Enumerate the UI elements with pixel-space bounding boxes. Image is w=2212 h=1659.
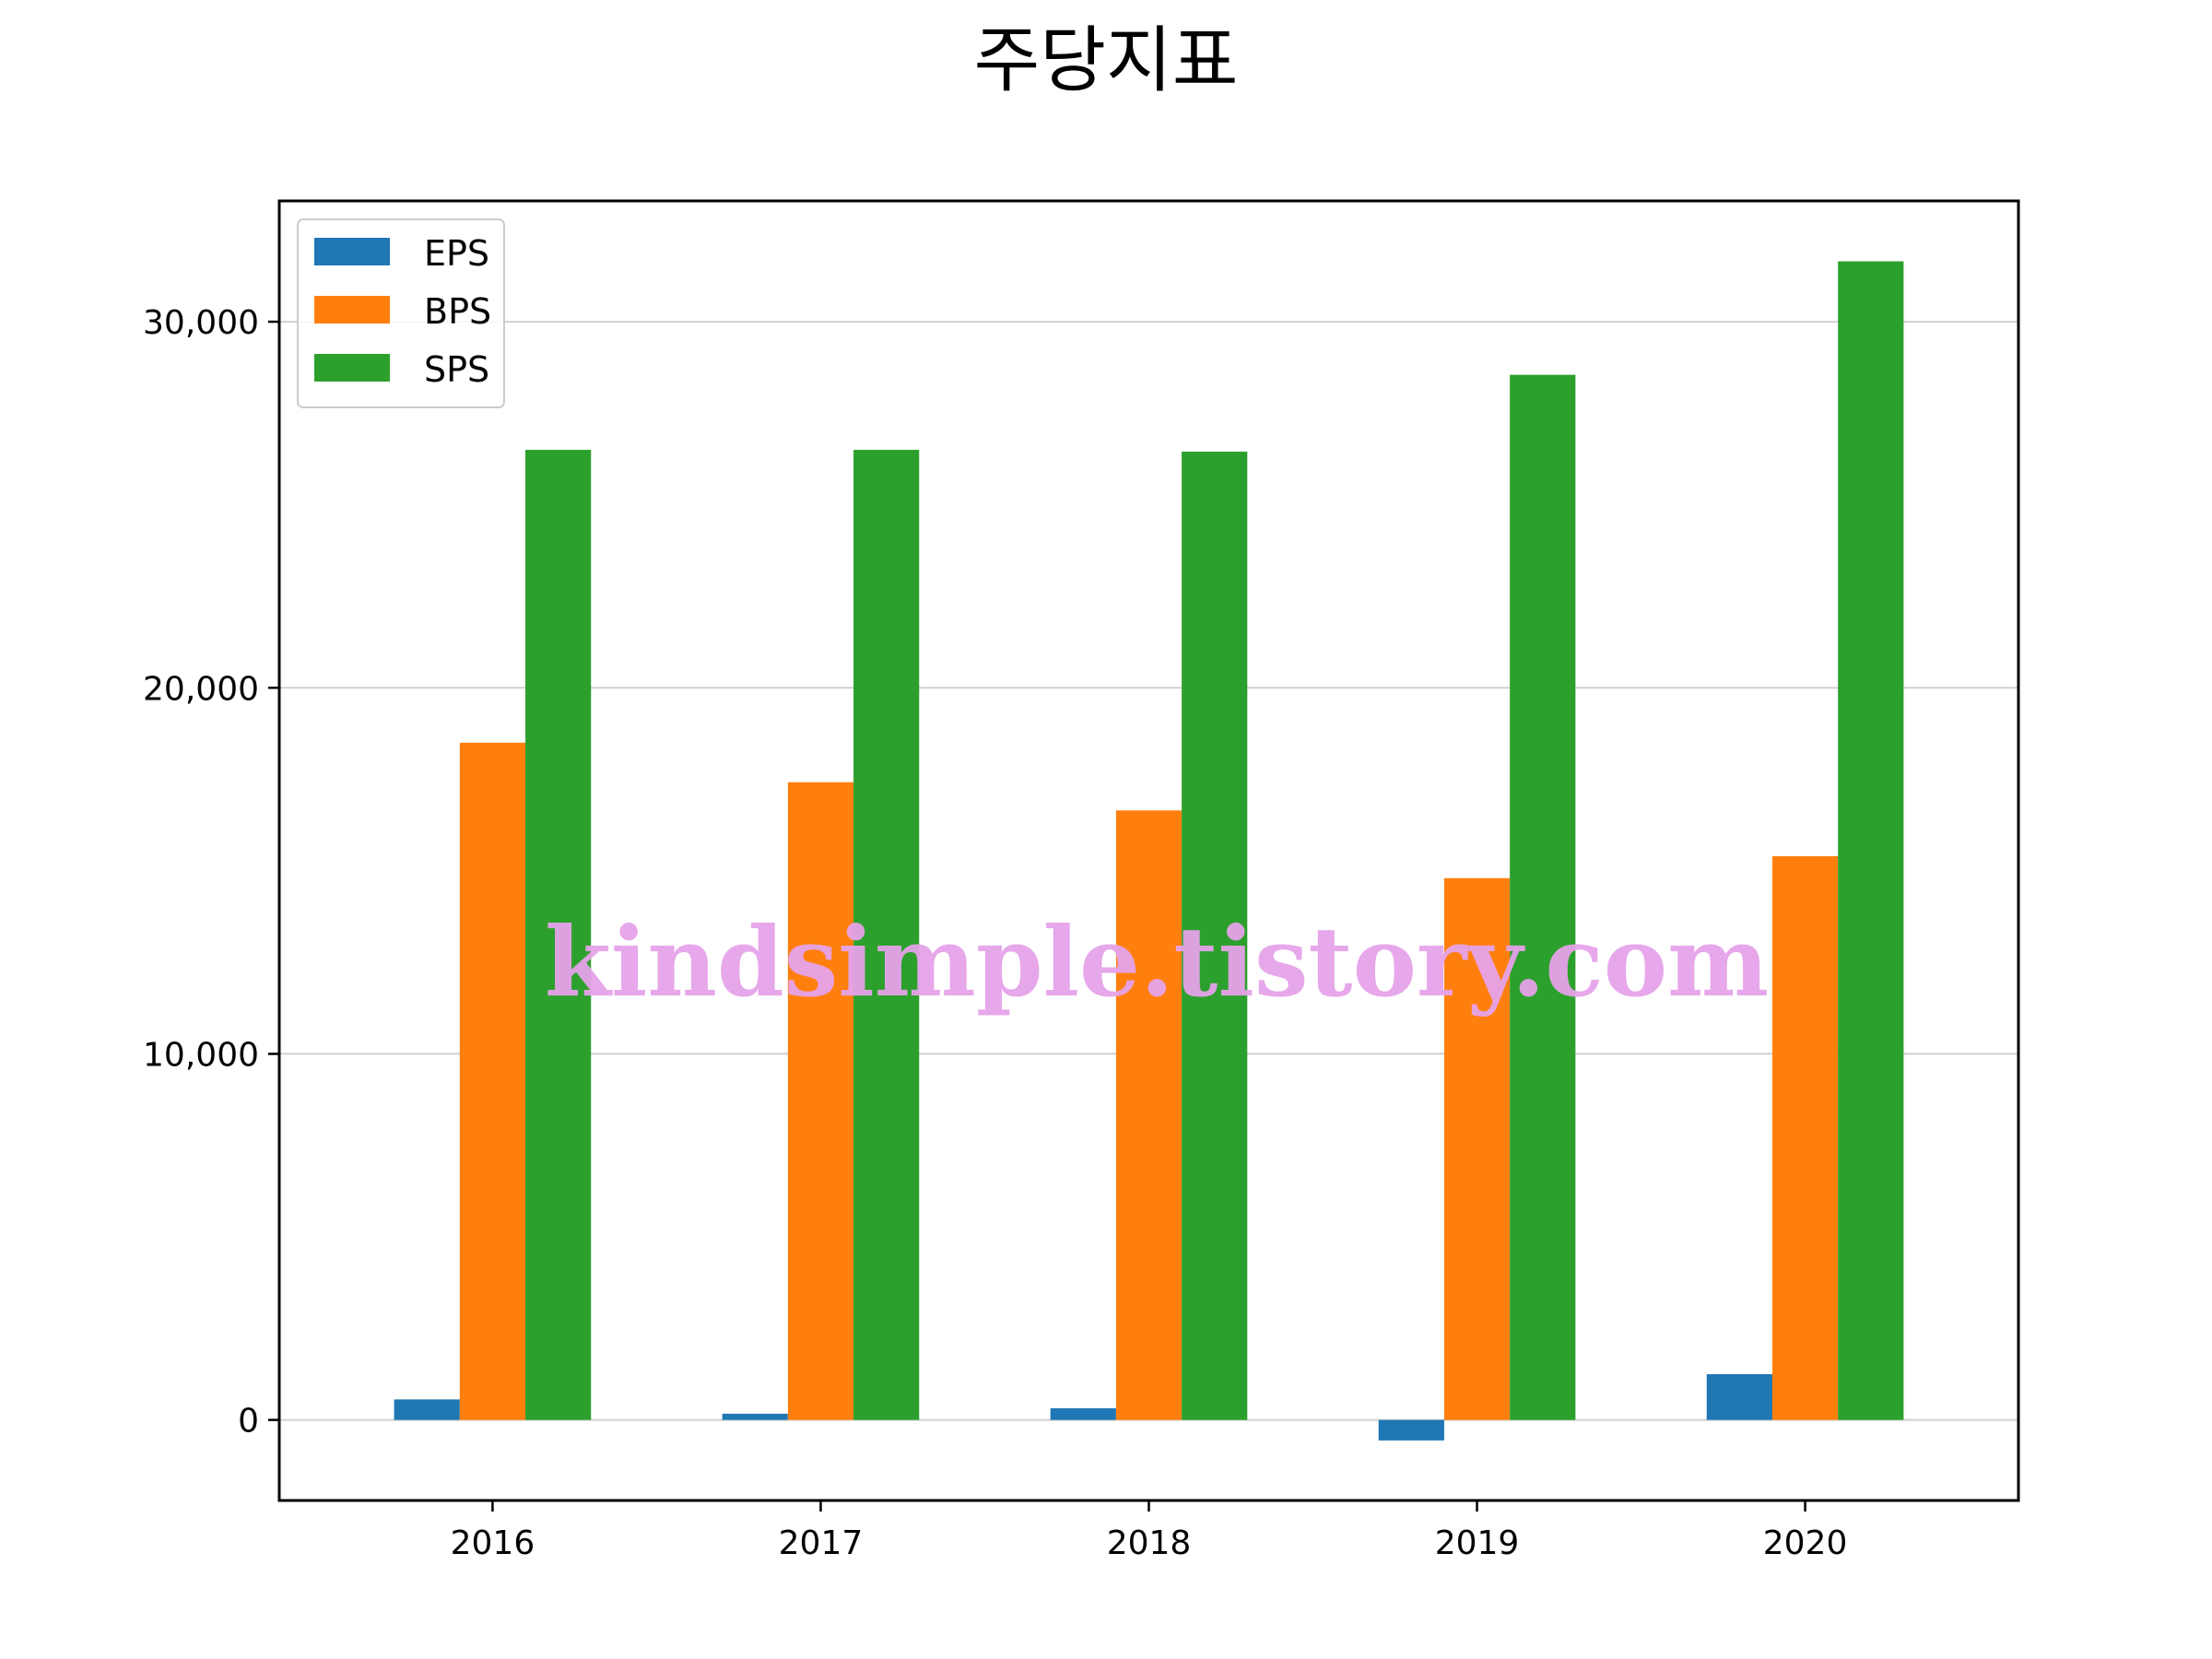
bar-eps-2019 [1378, 1419, 1444, 1441]
bar-eps-2020 [1706, 1373, 1772, 1420]
bar-eps-2016 [394, 1399, 460, 1420]
bar-sps-2017 [853, 450, 920, 1420]
x-tick-label: 2017 [779, 1524, 864, 1562]
y-axis: 0 10,000 20,000 30,000 [143, 304, 279, 1441]
x-tick-label: 2016 [451, 1524, 535, 1562]
y-tick-label: 0 [238, 1403, 259, 1441]
bar-sps-2019 [1510, 374, 1576, 1420]
x-tick-label: 2020 [1763, 1524, 1848, 1562]
bars [394, 261, 1904, 1441]
bar-bps-2020 [1771, 855, 1839, 1420]
bar-bps-2016 [459, 742, 526, 1420]
legend-swatch-bps [314, 296, 390, 324]
bar-sps-2016 [525, 450, 592, 1420]
bar-eps-2017 [722, 1413, 788, 1420]
bar-sps-2018 [1182, 452, 1248, 1420]
bar-bps-2018 [1115, 810, 1182, 1420]
bar-bps-2017 [787, 782, 854, 1420]
y-tick-label: 20,000 [143, 670, 259, 708]
bar-sps-2020 [1838, 261, 1904, 1420]
legend-label-bps: BPS [424, 291, 491, 332]
legend-label-sps: SPS [424, 349, 489, 390]
watermark-text: kindsimple.tistory.com [545, 905, 1769, 1018]
y-tick-label: 30,000 [143, 304, 259, 342]
x-tick-label: 2018 [1107, 1524, 1192, 1562]
chart-title: 주당지표 [973, 19, 1238, 102]
x-tick-label: 2019 [1435, 1524, 1520, 1562]
y-tick-label: 10,000 [143, 1036, 259, 1074]
bar-eps-2018 [1050, 1407, 1116, 1420]
x-axis: 2016 2017 2018 2019 2020 [451, 1500, 1848, 1562]
legend: EPS BPS SPS [297, 218, 505, 408]
legend-swatch-eps [314, 238, 390, 265]
bar-bps-2019 [1443, 877, 1511, 1420]
legend-label-eps: EPS [424, 233, 489, 274]
legend-swatch-sps [314, 354, 390, 382]
